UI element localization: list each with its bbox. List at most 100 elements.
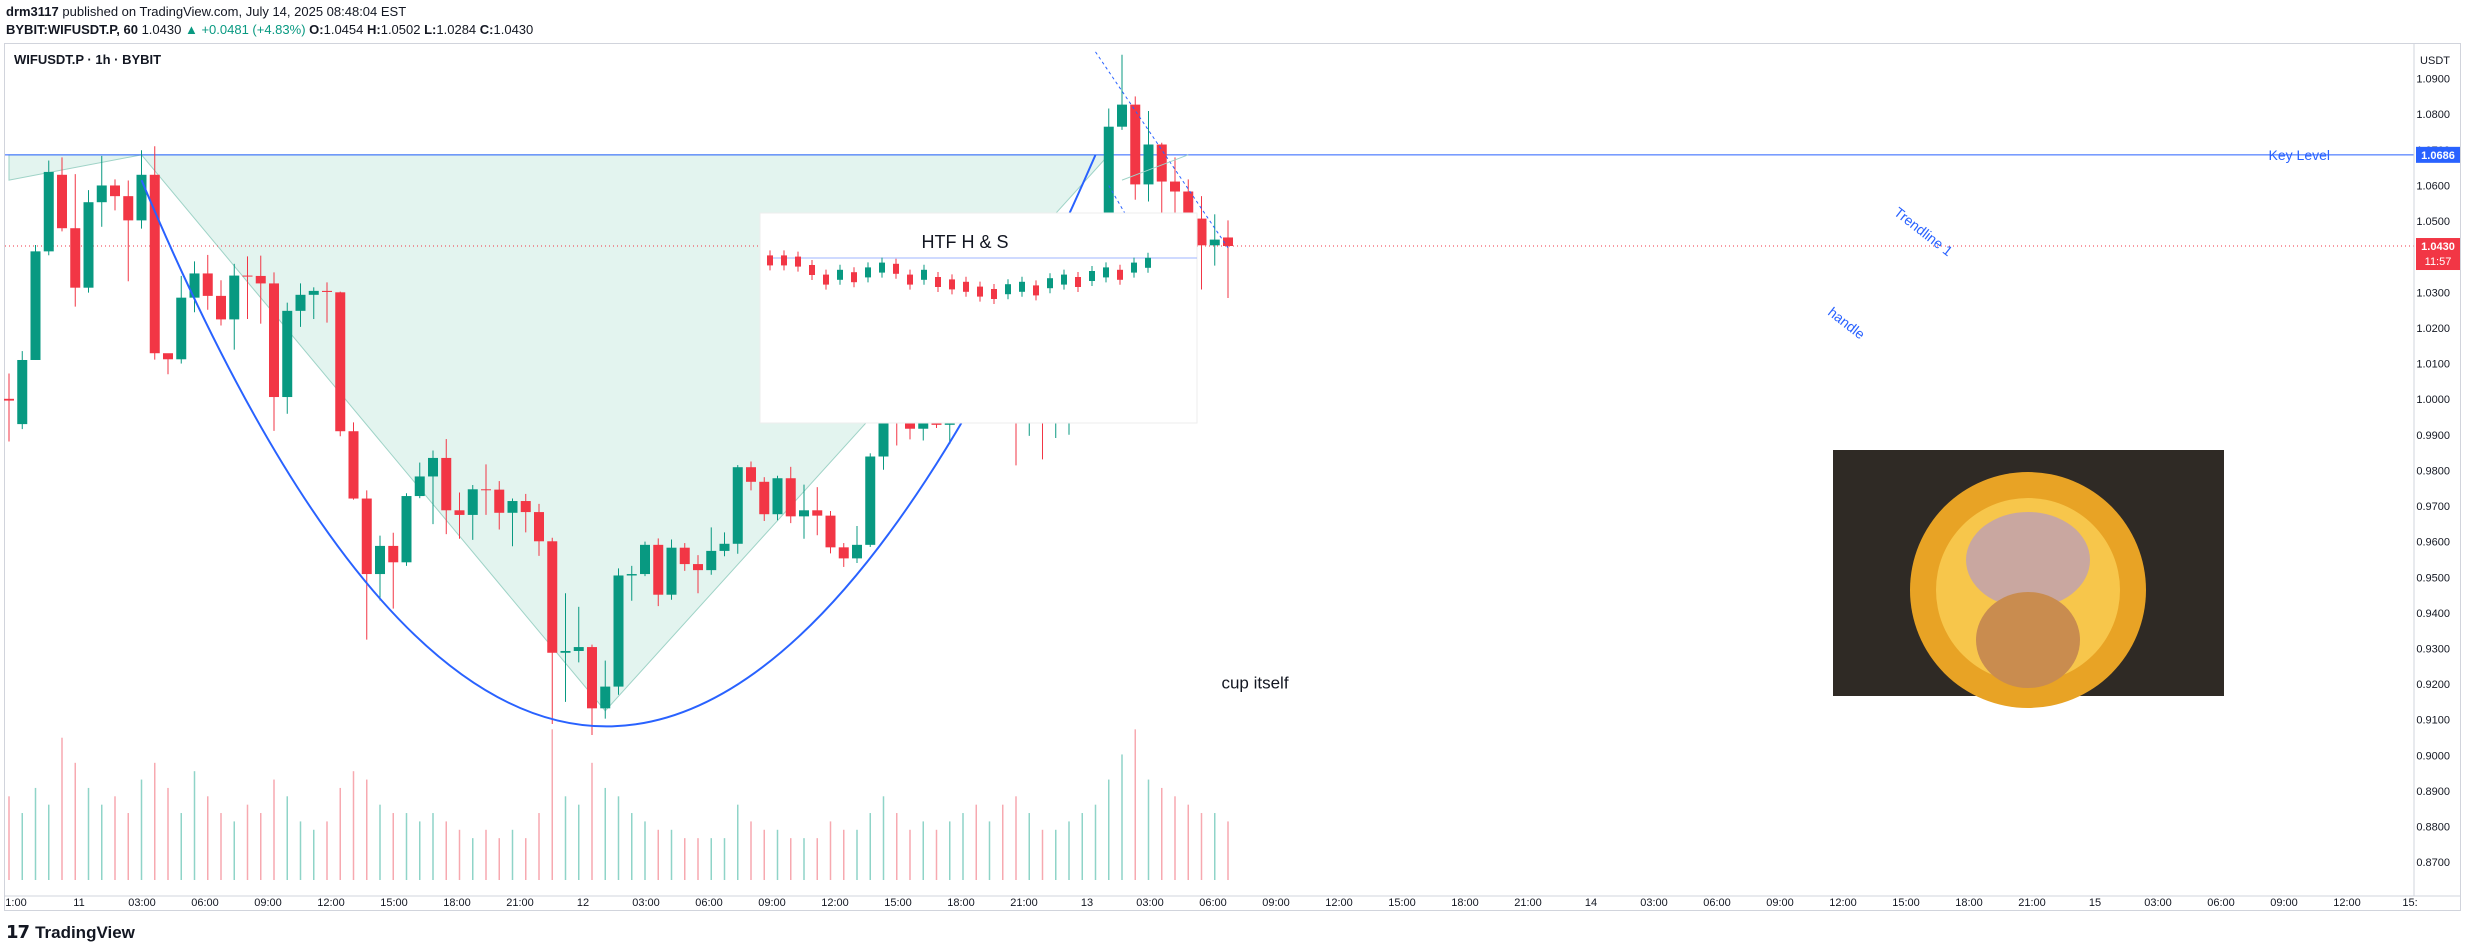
candle-body [666,547,677,595]
volume-bar [313,829,315,880]
price-tick-label: 0.8900 [2416,786,2450,798]
candle-body [587,647,597,709]
volume-bar [207,796,209,880]
key-level-price-tag [2416,146,2460,163]
time-tick-label: 09:00 [758,897,786,909]
volume-bar [684,838,686,880]
candle-body [70,228,81,288]
volume-bar [246,804,249,880]
time-tick-label: 12:00 [821,897,849,909]
time-tick-label: 21:00 [2018,897,2046,909]
price-tick-label: 0.9100 [2416,715,2450,727]
inset-candle-body [963,281,969,292]
volume-bar [472,838,474,880]
cup-curve [140,154,1097,728]
candle-body [481,489,491,491]
candle-body [600,686,611,709]
candle-body [467,489,478,515]
candle-body [507,501,518,513]
candle-body [1156,144,1167,182]
candle-body [414,476,425,497]
candle-body [441,457,452,511]
candle-body [229,275,240,320]
time-tick-label: 18:00 [1451,897,1479,909]
inset-candle-body [935,277,941,287]
volume-bar [127,813,129,880]
inset-candle-body [837,269,843,280]
candle-body [759,481,770,515]
inset-candle-body [1103,267,1109,278]
candle-body [1130,104,1141,185]
time-tick-label: 15: [2402,897,2417,909]
tradingview-footer[interactable]: 𝟭𝟳 TradingView [6,922,135,943]
volume-bar [578,804,580,880]
last-price-text: 1.0430 [2421,241,2455,253]
time-tick-label: 12:00 [1325,897,1353,909]
time-tick-label: 09:00 [2270,897,2298,909]
candle-body [785,478,796,517]
candle-body [547,541,558,653]
price-tick-label: 1.0300 [2416,287,2450,299]
volume-bar [1041,829,1044,880]
volume-bar [776,829,779,880]
candle-body [852,544,862,559]
handle-label: handle [1825,304,1868,343]
time-tick-label: 15:00 [380,897,408,909]
volume-bar [326,821,328,880]
volume-bar [538,813,540,880]
candle-body [865,456,876,545]
brand-name: TradingView [35,922,135,942]
volume-bar [1094,804,1097,880]
inset-candle-body [1131,262,1137,273]
volume-bar [617,796,620,880]
volume-bar [869,813,871,880]
candle-body [905,420,915,429]
candle-body [772,478,783,515]
candle-body [494,489,505,513]
time-tick-label: 21:00 [506,897,534,909]
trendline-label: Trendline 1 [1891,204,1956,260]
volume-bar [988,821,991,880]
price-tick-label: 1.0100 [2416,359,2450,371]
time-tick-label: 06:00 [1703,897,1731,909]
candle-body [255,275,266,284]
candle-body [361,498,372,575]
volume-bar [1081,813,1083,880]
volume-bar [657,829,659,880]
candle-body [375,545,385,575]
publisher-name[interactable]: drm3117 [6,4,59,19]
candle-body [719,543,730,551]
inset-candle-body [851,272,857,283]
volume-bar [1214,813,1216,880]
tradingview-logo-icon: 𝟭𝟳 [6,922,30,942]
volume-bar [1227,821,1229,880]
time-tick-label: 18:00 [1955,897,1983,909]
last-price-tag [2416,238,2460,271]
time-tick-label: 14 [1585,897,1597,909]
time-tick-label: 15:00 [884,897,912,909]
candle-body [1143,144,1154,185]
volume-bar [273,779,275,880]
chart-frame [4,43,2461,911]
candle-body [560,650,571,653]
volume-bar [220,813,222,880]
candle-body [534,512,544,542]
volume-bar [949,821,951,880]
candle-body [348,431,359,499]
volume-bar [1174,796,1176,880]
candle-body [679,547,690,565]
price-tick-label: 0.9800 [2416,465,2450,477]
volume-bar [816,838,818,880]
volume-bar [1121,754,1123,880]
volume-bar [286,796,288,880]
candle-body [123,196,134,221]
volume-bar [34,787,37,880]
volume-bar [1068,821,1070,880]
volume-bar [366,779,368,880]
time-tick-label: 06:00 [695,897,723,909]
candle-body [110,185,120,197]
inset-candle-body [977,286,983,297]
price-tick-label: 0.9300 [2416,643,2450,655]
price-tick-label: 0.9700 [2416,501,2450,513]
